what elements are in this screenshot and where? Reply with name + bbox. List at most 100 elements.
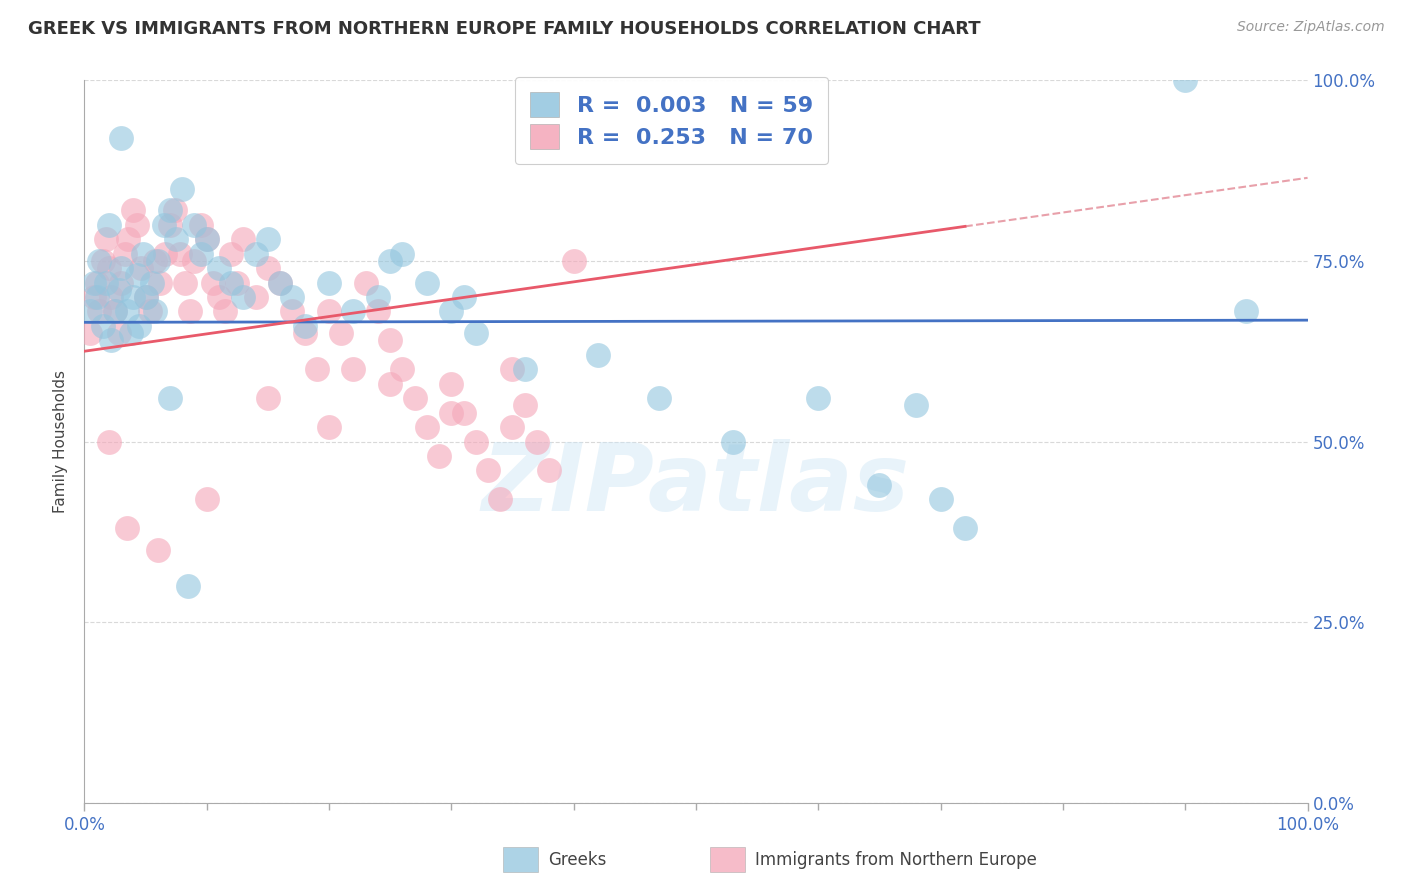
Point — [440, 406, 463, 420]
Point — [453, 290, 475, 304]
Point — [79, 304, 101, 318]
Point — [107, 283, 129, 297]
Point — [367, 290, 389, 304]
Point — [269, 276, 291, 290]
Point — [208, 261, 231, 276]
Point — [183, 218, 205, 232]
Point — [195, 232, 218, 246]
Point — [159, 218, 181, 232]
Point — [219, 246, 242, 260]
Point — [172, 182, 194, 196]
Point — [79, 326, 101, 340]
Point — [86, 290, 108, 304]
Point — [269, 276, 291, 290]
Point — [721, 434, 744, 449]
Point — [226, 276, 249, 290]
Point — [177, 579, 200, 593]
Point — [502, 420, 524, 434]
Point — [100, 290, 122, 304]
Point — [502, 362, 524, 376]
Point — [153, 246, 176, 260]
Point — [905, 398, 928, 412]
Point — [380, 334, 402, 348]
Point — [153, 218, 176, 232]
Point — [1174, 73, 1197, 87]
Point — [869, 478, 891, 492]
Point — [135, 290, 157, 304]
Text: Source: ZipAtlas.com: Source: ZipAtlas.com — [1237, 20, 1385, 34]
Point — [648, 391, 671, 405]
Point — [318, 420, 340, 434]
Point — [91, 253, 114, 268]
Point — [190, 246, 212, 260]
Text: Greeks: Greeks — [548, 851, 607, 869]
Point — [281, 304, 304, 318]
Y-axis label: Family Households: Family Households — [53, 370, 69, 513]
Point — [294, 318, 316, 333]
Point — [391, 362, 413, 376]
Point — [526, 434, 548, 449]
Point — [146, 542, 169, 557]
Point — [330, 326, 353, 340]
Point — [1236, 304, 1258, 318]
Point — [97, 218, 120, 232]
Point — [179, 304, 201, 318]
Point — [416, 276, 439, 290]
Point — [139, 304, 162, 318]
Point — [318, 304, 340, 318]
Point — [149, 276, 172, 290]
Point — [219, 276, 242, 290]
Point — [586, 348, 609, 362]
Point — [440, 304, 463, 318]
Point — [114, 246, 136, 260]
Point — [257, 232, 280, 246]
Point — [83, 276, 105, 290]
Point — [163, 203, 186, 218]
Point — [117, 232, 139, 246]
Point — [214, 304, 236, 318]
Point — [232, 232, 254, 246]
Point — [380, 376, 402, 391]
Point — [305, 362, 328, 376]
Point — [83, 290, 105, 304]
Point — [281, 290, 304, 304]
Point — [159, 391, 181, 405]
Point — [477, 463, 499, 477]
Point — [97, 261, 120, 276]
Point — [100, 334, 122, 348]
Point — [96, 232, 118, 246]
Point — [953, 521, 976, 535]
Point — [110, 261, 132, 276]
Point — [513, 398, 536, 412]
Point — [169, 246, 191, 260]
Point — [404, 391, 426, 405]
Point — [159, 203, 181, 218]
Point — [342, 304, 364, 318]
Point — [245, 246, 267, 260]
Point — [87, 304, 110, 318]
Point — [929, 492, 952, 507]
Point — [208, 290, 231, 304]
Point — [146, 253, 169, 268]
Point — [165, 232, 187, 246]
Point — [132, 246, 155, 260]
Point — [125, 268, 148, 283]
Point — [128, 318, 150, 333]
Point — [120, 326, 142, 340]
Point — [195, 232, 218, 246]
Point — [143, 253, 166, 268]
Point — [367, 304, 389, 318]
Point — [538, 463, 561, 477]
Point — [141, 276, 163, 290]
Point — [87, 253, 110, 268]
Point — [464, 326, 486, 340]
Point — [173, 276, 195, 290]
Point — [97, 434, 120, 449]
Point — [195, 492, 218, 507]
Point — [440, 376, 463, 391]
Point — [513, 362, 536, 376]
Point — [104, 304, 127, 318]
Point — [183, 253, 205, 268]
Point — [110, 276, 132, 290]
Legend: R =  0.003   N = 59, R =  0.253   N = 70: R = 0.003 N = 59, R = 0.253 N = 70 — [515, 77, 828, 164]
